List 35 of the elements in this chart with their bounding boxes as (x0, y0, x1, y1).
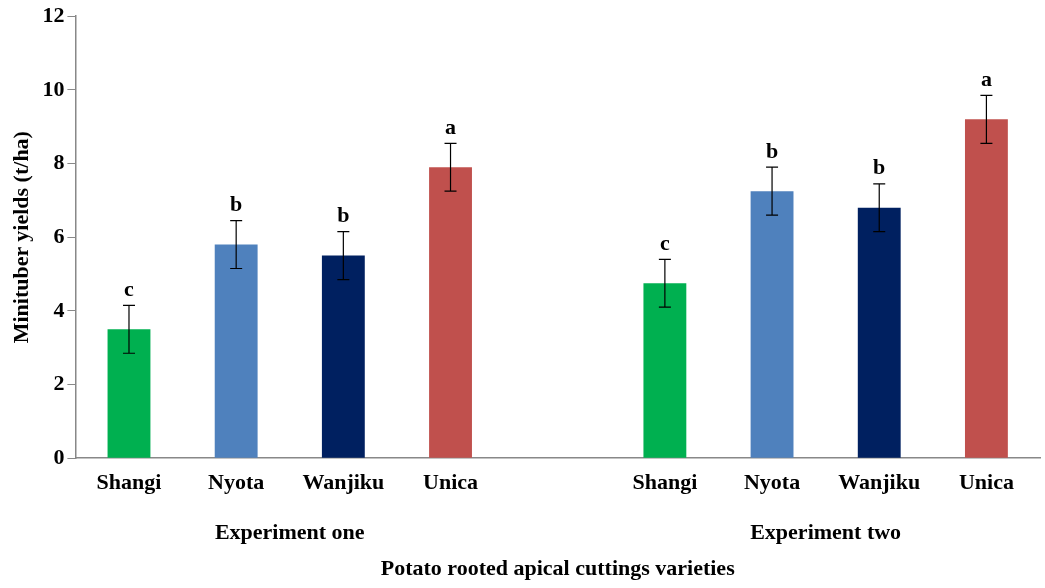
y-axis-title: Minituber yields (t/ha) (7, 131, 33, 344)
x-tick-label: Wanjiku (302, 469, 385, 495)
data-label: b (873, 154, 886, 180)
bar (964, 119, 1008, 458)
x-tick-label: Shangi (96, 469, 162, 495)
data-label: c (124, 276, 135, 302)
bar (107, 329, 151, 458)
data-label: b (230, 191, 243, 217)
bar (321, 255, 365, 458)
text: Experiment one (214, 518, 365, 544)
data-label: b (765, 137, 779, 163)
x-axis-title: Potato rooted apical cuttings varieties (380, 555, 736, 581)
text: Experiment two (750, 518, 902, 544)
bar (429, 167, 472, 458)
x-tick-label: Unica (958, 469, 1014, 495)
y-tick-label: 8 (53, 149, 65, 175)
x-tick-label: Wanjiku (838, 469, 921, 495)
x-tick-label: Nyota (743, 469, 801, 495)
y-tick-label: 4 (53, 296, 65, 322)
y-tick-label: 6 (53, 222, 65, 248)
data-label: a (445, 113, 457, 139)
x-tick-label: Shangi (632, 469, 698, 495)
data-label: b (337, 202, 350, 228)
x-tick-label: Nyota (208, 469, 265, 495)
bar (857, 207, 901, 458)
y-tick-label: 12 (42, 1, 65, 27)
y-tick-label: 10 (42, 75, 65, 101)
x-tick-label: Unica (423, 469, 479, 495)
data-label: c (659, 229, 670, 255)
data-label: a (980, 66, 992, 92)
bar (214, 244, 258, 458)
bar (750, 191, 794, 458)
bar (643, 283, 687, 458)
y-tick-label: 0 (53, 443, 65, 469)
y-tick-label: 2 (53, 370, 65, 396)
